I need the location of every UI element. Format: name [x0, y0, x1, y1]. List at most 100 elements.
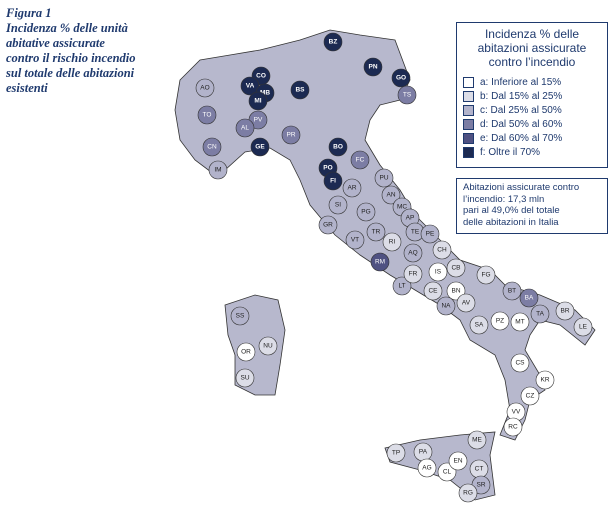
province-code: SU: [240, 375, 249, 382]
province: [342, 178, 362, 198]
province-code: VA: [246, 83, 255, 90]
province: [381, 185, 401, 205]
legend-title-line: Incidenza % delle: [484, 27, 580, 41]
legend-label: b: Dal 15% al 25%: [480, 90, 563, 102]
province-code: AG: [422, 465, 431, 472]
note-line: Abitazioni assicurate contro: [463, 182, 580, 193]
legend-swatch: [463, 104, 474, 116]
province-code: AV: [462, 300, 471, 307]
province: [535, 370, 555, 390]
province-code: LE: [579, 324, 588, 331]
province-code: SA: [475, 322, 484, 329]
province-code: FI: [330, 178, 336, 185]
province-code: MC: [397, 204, 407, 211]
province-code: BZ: [329, 39, 338, 46]
province: [490, 311, 510, 331]
province: [208, 160, 228, 180]
province-code: BT: [508, 288, 516, 295]
legend-item: e: Dal 60% al 70%: [463, 131, 601, 145]
province: [510, 353, 530, 373]
province-code: TR: [372, 229, 381, 236]
province-code: BS: [295, 87, 305, 94]
province: [555, 301, 575, 321]
province: [363, 57, 383, 77]
legend-label: e: Dal 60% al 70%: [480, 132, 563, 144]
legend-rows: a: Inferiore al 15% b: Dal 15% al 25% c: D…: [463, 75, 601, 159]
province-code: PV: [254, 117, 263, 124]
province-code: TP: [392, 450, 400, 457]
province-code: TO: [203, 112, 212, 119]
province: [432, 240, 452, 260]
legend-swatch: [463, 132, 474, 144]
province: [250, 137, 270, 157]
province-code: MT: [515, 319, 524, 326]
legend-item: f: Oltre il 70%: [463, 145, 601, 159]
province: [436, 296, 456, 316]
province: [370, 252, 390, 272]
province: [391, 68, 411, 88]
province: [290, 80, 310, 100]
province-code: BR: [560, 308, 569, 315]
legend-title: Incidenza % delle abitazioni assicurate co…: [463, 27, 601, 69]
legend-swatch: [463, 90, 474, 102]
province: [520, 386, 540, 406]
legend-item: d: Dal 50% al 60%: [463, 117, 601, 131]
province: [428, 262, 448, 282]
province: [392, 276, 412, 296]
province: [374, 168, 394, 188]
province-code: CN: [207, 144, 217, 151]
province-code: FR: [409, 271, 418, 278]
province-code: RC: [508, 424, 518, 431]
province: [328, 195, 348, 215]
province-code: FG: [481, 272, 490, 279]
province: [236, 342, 256, 362]
caption-line: contro il rischio incendio: [6, 51, 136, 65]
province: [417, 458, 437, 478]
province: [366, 222, 386, 242]
province: [458, 483, 478, 503]
province-code: LT: [398, 283, 405, 290]
province-code: RM: [375, 259, 385, 266]
province-code: SS: [236, 313, 245, 320]
province-code: VV: [512, 409, 521, 416]
province-code: MI: [254, 98, 261, 105]
province-code: KR: [540, 377, 549, 384]
province: [235, 368, 255, 388]
note-line: pari al 49,0% del totale: [463, 205, 560, 216]
province: [230, 306, 250, 326]
province-code: PA: [419, 449, 428, 456]
province: [386, 443, 406, 463]
province-code: GR: [323, 222, 333, 229]
province-code: BN: [451, 288, 460, 295]
province-code: CB: [451, 265, 460, 272]
province-code: SR: [476, 482, 485, 489]
legend-item: a: Inferiore al 15%: [463, 75, 601, 89]
legend-swatch: [463, 146, 474, 158]
province: [467, 430, 487, 450]
note-line: delle abitazioni in Italia: [463, 216, 559, 228]
province: [530, 304, 550, 324]
legend-label: d: Dal 50% al 60%: [480, 118, 563, 130]
province-code: ME: [472, 437, 482, 444]
province: [403, 243, 423, 263]
caption-text: Incidenza % delle unità abitative assicur…: [6, 21, 176, 96]
legend-label: f: Oltre il 70%: [480, 146, 541, 158]
province-code: AN: [386, 192, 395, 199]
note-line: l’incendio: 17,3 mln: [463, 193, 545, 205]
caption-line: Incidenza % delle unità: [6, 21, 128, 35]
province: [382, 232, 402, 252]
province-code: PE: [426, 231, 435, 238]
province-code: SI: [335, 202, 341, 209]
province-code: CO: [256, 73, 266, 80]
province: [456, 293, 476, 313]
legend-label: a: Inferiore al 15%: [480, 76, 562, 88]
note: Abitazioni assicurate contro l’incendio: …: [456, 178, 608, 234]
province-code: PR: [286, 132, 295, 139]
province: [281, 125, 301, 145]
province-code: CZ: [526, 393, 535, 400]
province-code: TE: [411, 229, 420, 236]
province: [446, 281, 466, 301]
province-code: PN: [368, 64, 377, 71]
legend: Incidenza % delle abitazioni assicurate co…: [456, 22, 608, 168]
